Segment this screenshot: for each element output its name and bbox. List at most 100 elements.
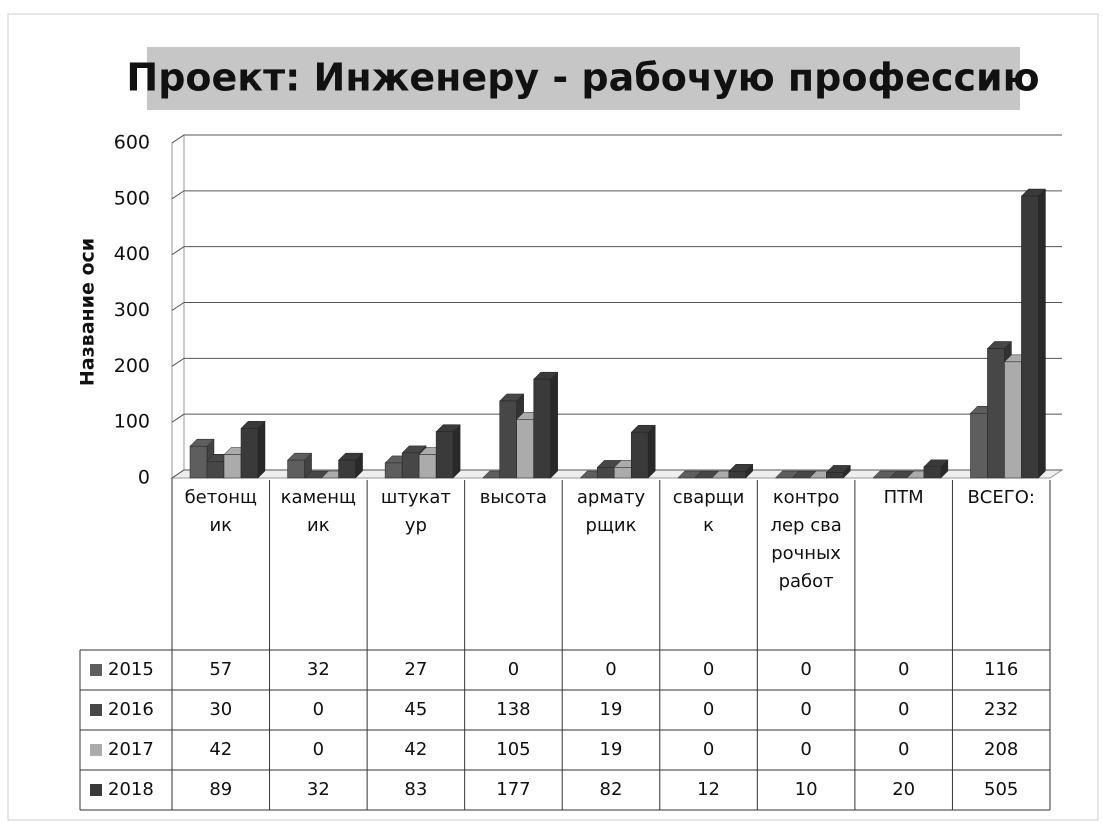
y-tick-label: 600	[114, 132, 150, 154]
table-value: 116	[984, 659, 1018, 680]
x-tick-label: контролер сварочных работ	[770, 487, 842, 592]
bar-front	[987, 348, 1005, 479]
y-tick-label: 100	[114, 411, 150, 433]
table-value: 0	[703, 659, 714, 680]
category-cell: высота	[479, 487, 548, 508]
y-tick-label: 300	[114, 299, 150, 321]
bar-front	[923, 466, 942, 479]
table-value: 177	[496, 779, 530, 800]
table-value: 19	[600, 739, 623, 760]
bar	[728, 463, 754, 479]
y-tick-label: 400	[114, 243, 150, 265]
grid-line	[171, 469, 1062, 479]
category-cell: бетонщик	[184, 487, 257, 536]
chart-title: Проект: Инженеру - рабочую профессию	[126, 56, 1039, 100]
bar-front	[384, 462, 403, 479]
bar-front	[338, 459, 356, 479]
title-box	[147, 47, 1020, 110]
bar	[286, 452, 313, 479]
bar	[533, 371, 559, 479]
table-value: 138	[496, 699, 530, 720]
table-value: 10	[795, 779, 818, 800]
table-value: 0	[898, 659, 909, 680]
bar-front	[613, 467, 632, 479]
bar	[825, 464, 851, 479]
y-tick-label: 500	[114, 187, 150, 209]
bar-front	[435, 431, 454, 479]
table-value: 19	[600, 699, 623, 720]
legend-label: 2018	[108, 779, 154, 800]
y-axis-label: Название оси	[77, 238, 99, 386]
table-value: 30	[209, 699, 232, 720]
table-value: 208	[984, 739, 1018, 760]
table-value: 83	[404, 779, 427, 800]
bar-front	[533, 378, 551, 479]
legend-swatch	[90, 664, 102, 676]
bar-front	[826, 472, 844, 479]
x-tick-label: ВСЕГО:	[967, 487, 1035, 508]
table-value: 0	[313, 739, 324, 760]
bar	[630, 424, 656, 479]
grid-line	[171, 357, 1062, 367]
bar-front	[189, 445, 208, 479]
x-tick-label: бетонщик	[184, 487, 257, 536]
table-value: 0	[800, 739, 811, 760]
table-value: 0	[703, 739, 714, 760]
grid-line	[171, 190, 1062, 200]
bar-front	[287, 459, 305, 479]
table-value: 505	[984, 779, 1018, 800]
table-value: 0	[605, 659, 616, 680]
table-value: 42	[209, 739, 232, 760]
bar-front	[516, 419, 534, 479]
table-value: 32	[307, 659, 330, 680]
bar-side	[452, 424, 461, 479]
bar-front	[596, 467, 615, 479]
table-value: 232	[984, 699, 1018, 720]
bar	[337, 452, 364, 479]
grid-line	[171, 302, 1062, 311]
x-tick-label: штукатур	[380, 487, 451, 536]
bar-front	[401, 452, 420, 479]
grid-line	[171, 413, 1062, 423]
legend-swatch	[90, 704, 102, 716]
table-value: 0	[898, 699, 909, 720]
bar-front	[240, 428, 259, 479]
table-value: 0	[800, 699, 811, 720]
bar-front	[206, 461, 225, 479]
table-value: 0	[508, 659, 519, 680]
table-value: 0	[703, 699, 714, 720]
grid-line	[171, 246, 1062, 256]
table-value: 82	[600, 779, 623, 800]
x-tick-label: сварщик	[672, 487, 745, 536]
category-cell: арматурщик	[577, 487, 645, 536]
x-tick-label: каменщик	[280, 487, 356, 536]
bar-side	[1038, 188, 1046, 479]
bar-front	[1004, 361, 1022, 479]
table-value: 105	[496, 739, 530, 760]
bar	[435, 424, 461, 479]
bar-front	[499, 400, 517, 479]
bar-side	[550, 371, 558, 479]
bar-front	[1021, 195, 1039, 479]
y-tick-label: 0	[138, 467, 150, 489]
bar-side	[257, 420, 266, 479]
grid-line	[171, 134, 1062, 144]
bar	[240, 420, 266, 479]
x-tick-label: высота	[479, 487, 548, 508]
table-value: 0	[800, 659, 811, 680]
table-value: 0	[313, 699, 324, 720]
table-value: 89	[209, 779, 232, 800]
bar-front	[223, 454, 242, 479]
category-cell: каменщик	[280, 487, 356, 536]
legend-label: 2017	[108, 739, 154, 760]
bar	[1020, 188, 1047, 479]
category-cell: сварщик	[672, 487, 745, 536]
table-value: 45	[404, 699, 427, 720]
legend-swatch	[90, 744, 102, 756]
bar-front	[418, 454, 437, 479]
table-value: 12	[697, 779, 720, 800]
legend-label: 2016	[108, 699, 154, 720]
bar-front	[630, 431, 649, 479]
table-value: 27	[404, 659, 427, 680]
table-value: 57	[209, 659, 232, 680]
